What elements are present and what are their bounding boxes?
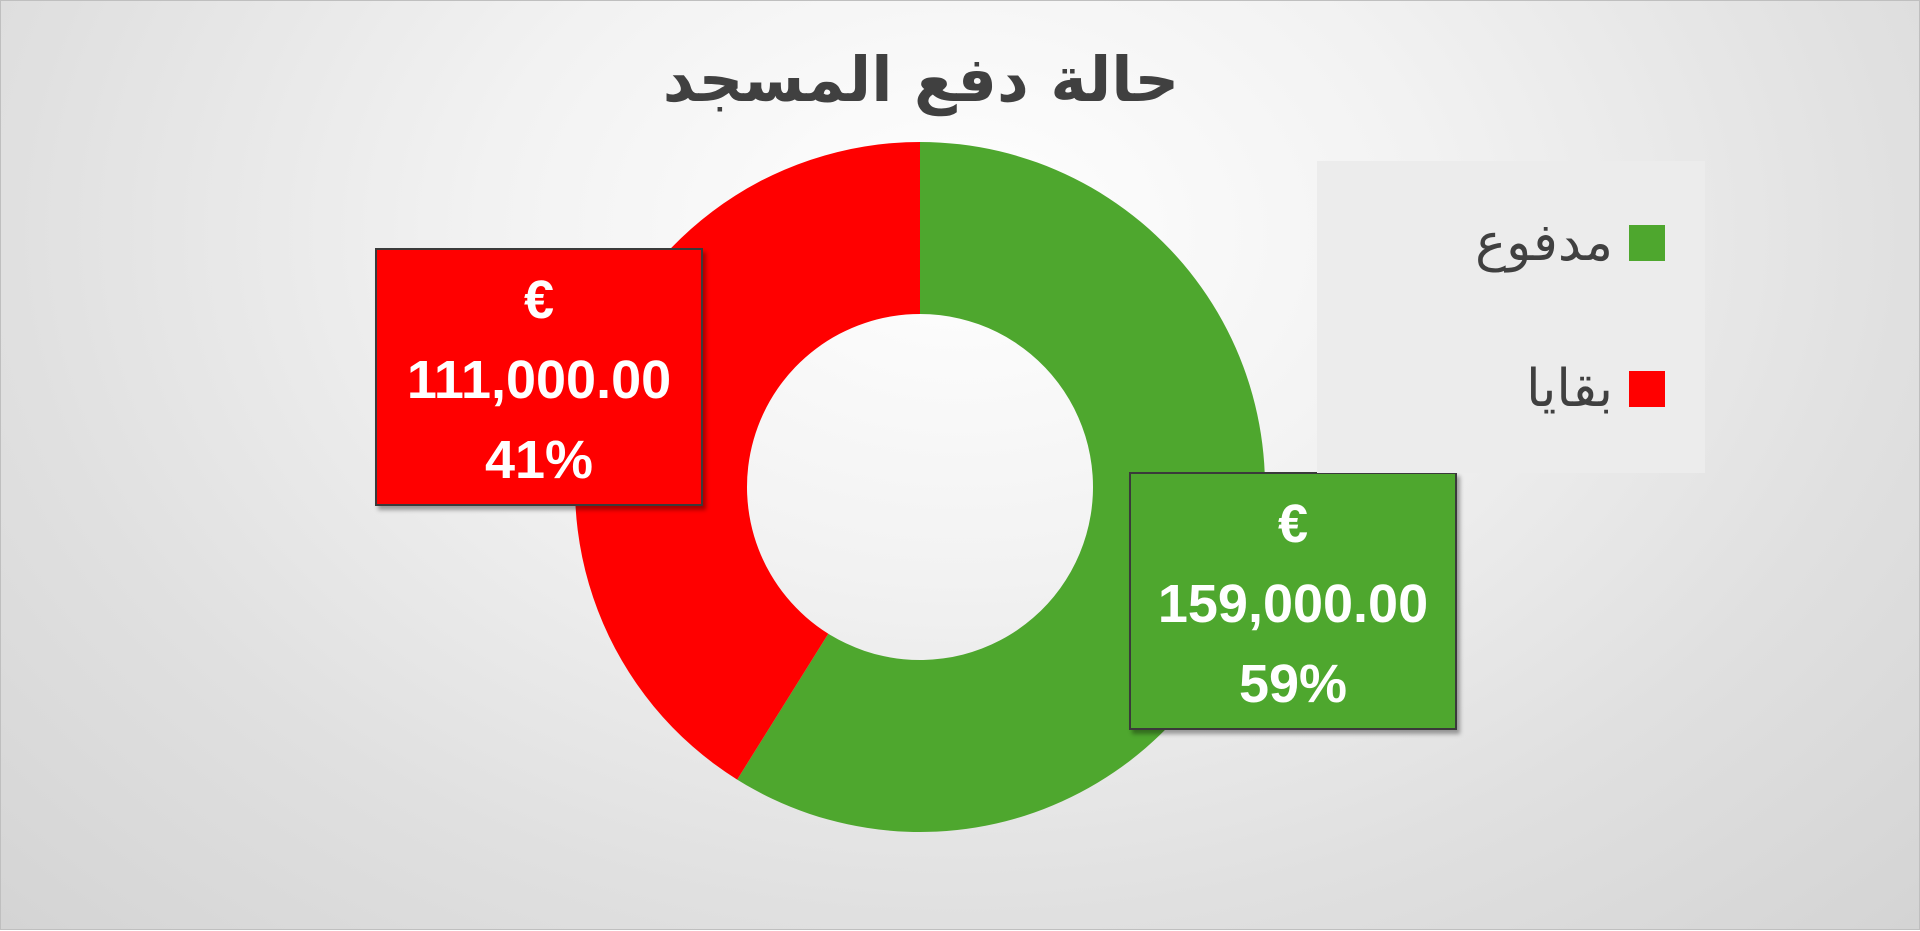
legend-label-paid: مدفوع <box>1475 213 1613 273</box>
data-label-remaining-percent: 41% <box>484 430 594 490</box>
data-label-paid: € 159,000.00 59% <box>1129 472 1457 730</box>
data-label-paid-value: 159,000.00 <box>1157 574 1429 634</box>
legend-item-paid: مدفوع <box>1475 213 1665 273</box>
legend-swatch-remaining <box>1629 371 1665 407</box>
data-label-paid-currency: € <box>1277 494 1309 554</box>
legend-swatch-paid <box>1629 225 1665 261</box>
chart-legend: مدفوع بقايا <box>1317 161 1705 473</box>
data-label-remaining-currency: € <box>523 270 555 330</box>
legend-item-remaining: بقايا <box>1526 359 1665 419</box>
data-label-paid-percent: 59% <box>1238 654 1348 714</box>
legend-label-remaining: بقايا <box>1526 359 1613 419</box>
data-label-remaining: € 111,000.00 41% <box>375 248 703 506</box>
chart-title: حالة دفع المسجد <box>662 43 1180 116</box>
data-label-remaining-value: 111,000.00 <box>406 350 672 410</box>
